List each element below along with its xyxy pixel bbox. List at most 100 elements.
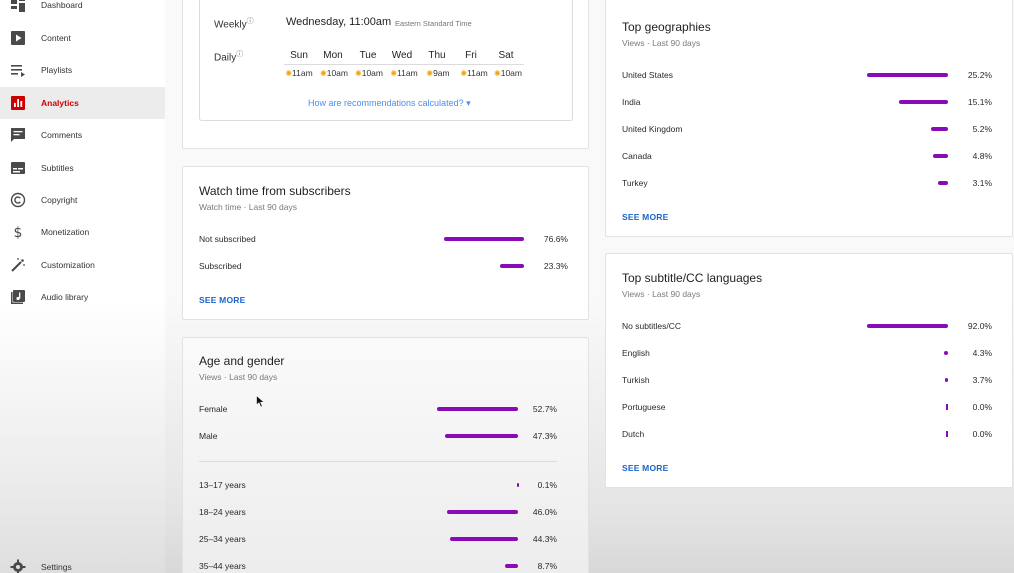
subtitles-cc-card: Top subtitle/CC languages Views · Last 9… [605, 253, 1013, 488]
sidebar-item-label: Customization [41, 260, 95, 270]
row-value: 0.1% [537, 480, 557, 490]
sidebar: Dashboard Content Playlists Analytics Co… [0, 0, 165, 573]
row-label: 25–34 years [199, 534, 246, 544]
sidebar-item-comments[interactable]: Comments [0, 119, 165, 151]
sidebar-item-dashboard[interactable]: Dashboard [0, 0, 165, 21]
best-time-slot: ✺11am [460, 68, 488, 78]
row-label: Female [199, 404, 228, 414]
card-subtitle: Watch time · Last 90 days [199, 202, 297, 212]
sidebar-item-audio-library[interactable]: Audio library [0, 281, 165, 313]
percent-bar [933, 154, 948, 158]
row-value: 52.7% [532, 404, 557, 414]
card-subtitle: Views · Last 90 days [199, 372, 278, 382]
percent-bar [867, 324, 948, 328]
percent-bar [946, 431, 948, 437]
row-value: 5.2% [972, 124, 992, 134]
sidebar-item-label: Settings [41, 562, 72, 572]
see-more-link[interactable]: SEE MORE [622, 212, 669, 222]
chevron-down-icon: ▾ [466, 98, 471, 108]
row-value: 47.3% [532, 431, 557, 441]
subtitles-icon [10, 160, 26, 176]
row-value: 4.3% [972, 348, 992, 358]
best-time-slot: ✺10am [494, 68, 522, 78]
sun-icon: ✺ [355, 69, 362, 78]
row-label: 35–44 years [199, 561, 246, 571]
row-label: No subtitles/CC [622, 321, 682, 331]
sun-icon: ✺ [460, 69, 468, 78]
sidebar-item-copyright[interactable]: Copyright [0, 184, 165, 216]
row-value: 0.0% [972, 429, 992, 439]
row-label: Turkish [622, 375, 650, 385]
card-title: Top subtitle/CC languages [622, 271, 763, 285]
card-title: Watch time from subscribers [199, 184, 351, 198]
row-value: 76.6% [543, 234, 568, 244]
row-label: Male [199, 431, 218, 441]
days-divider [284, 64, 524, 65]
row-label: Turkey [622, 178, 648, 188]
sidebar-item-playlists[interactable]: Playlists [0, 54, 165, 86]
percent-bar [444, 237, 524, 241]
section-divider [199, 461, 557, 462]
subscribers-card: Watch time from subscribers Watch time ·… [182, 166, 589, 320]
recommendations-link[interactable]: How are recommendations calculated? ▾ [308, 98, 471, 108]
sidebar-item-label: Comments [41, 130, 83, 140]
row-label: Canada [622, 151, 652, 161]
see-more-link[interactable]: SEE MORE [199, 295, 246, 305]
sun-icon: ✺ [285, 69, 293, 78]
row-value: 44.3% [532, 534, 557, 544]
row-label: United States [622, 70, 674, 80]
sidebar-item-label: Subtitles [41, 163, 74, 173]
row-label: India [622, 97, 641, 107]
audio-library-icon [10, 289, 26, 305]
percent-bar [931, 127, 948, 131]
sidebar-item-analytics[interactable]: Analytics [0, 87, 165, 119]
row-value: 4.8% [972, 151, 992, 161]
percent-bar [938, 181, 948, 185]
day-label: Sun [290, 50, 308, 61]
svg-text:$: $ [14, 225, 23, 240]
percent-bar [437, 407, 518, 411]
row-value: 8.7% [537, 561, 557, 571]
row-value: 46.0% [532, 507, 557, 517]
geographies-card: Top geographies Views · Last 90 days Uni… [605, 0, 1013, 237]
day-label: Thu [428, 50, 446, 61]
percent-bar [500, 264, 524, 268]
sidebar-item-subtitles[interactable]: Subtitles [0, 152, 165, 184]
mouse-cursor-icon [256, 395, 265, 408]
row-value: 3.1% [972, 178, 992, 188]
analytics-icon [10, 95, 26, 111]
sidebar-item-customization[interactable]: Customization [0, 249, 165, 281]
best-time-slot: ✺11am [285, 68, 313, 78]
row-value: 23.3% [543, 261, 568, 271]
help-icon[interactable]: ⓘ [236, 51, 244, 58]
row-value: 92.0% [967, 321, 992, 331]
day-label: Sat [498, 50, 514, 61]
sun-icon: ✺ [320, 69, 327, 78]
card-title: Top geographies [622, 20, 711, 34]
sidebar-item-label: Analytics [41, 98, 79, 108]
sidebar-item-monetization[interactable]: $ Monetization [0, 216, 165, 248]
percent-bar [505, 564, 518, 568]
row-value: 25.2% [967, 70, 992, 80]
see-more-link[interactable]: SEE MORE [622, 463, 669, 473]
row-label: United Kingdom [622, 124, 683, 134]
comments-icon [10, 127, 26, 143]
customization-icon [10, 257, 26, 273]
day-label: Fri [465, 50, 477, 61]
sidebar-item-label: Audio library [41, 292, 89, 302]
day-label: Mon [323, 50, 343, 61]
sun-icon: ✺ [426, 69, 434, 78]
percent-bar [946, 404, 948, 410]
age-gender-card: Age and gender Views · Last 90 days Fema… [182, 337, 589, 573]
best-time-slot: ✺9am [426, 68, 450, 78]
row-label: Dutch [622, 429, 645, 439]
row-value: 0.0% [972, 402, 992, 412]
row-value: 15.1% [967, 97, 992, 107]
sidebar-item-content[interactable]: Content [0, 22, 165, 54]
sidebar-item-settings[interactable]: Settings [0, 551, 165, 573]
card-title: Age and gender [199, 354, 285, 368]
sidebar-item-label: Dashboard [41, 0, 83, 10]
help-icon[interactable]: ⓘ [246, 18, 254, 25]
dashboard-icon [10, 0, 26, 13]
best-time-slot: ✺10am [355, 68, 383, 78]
